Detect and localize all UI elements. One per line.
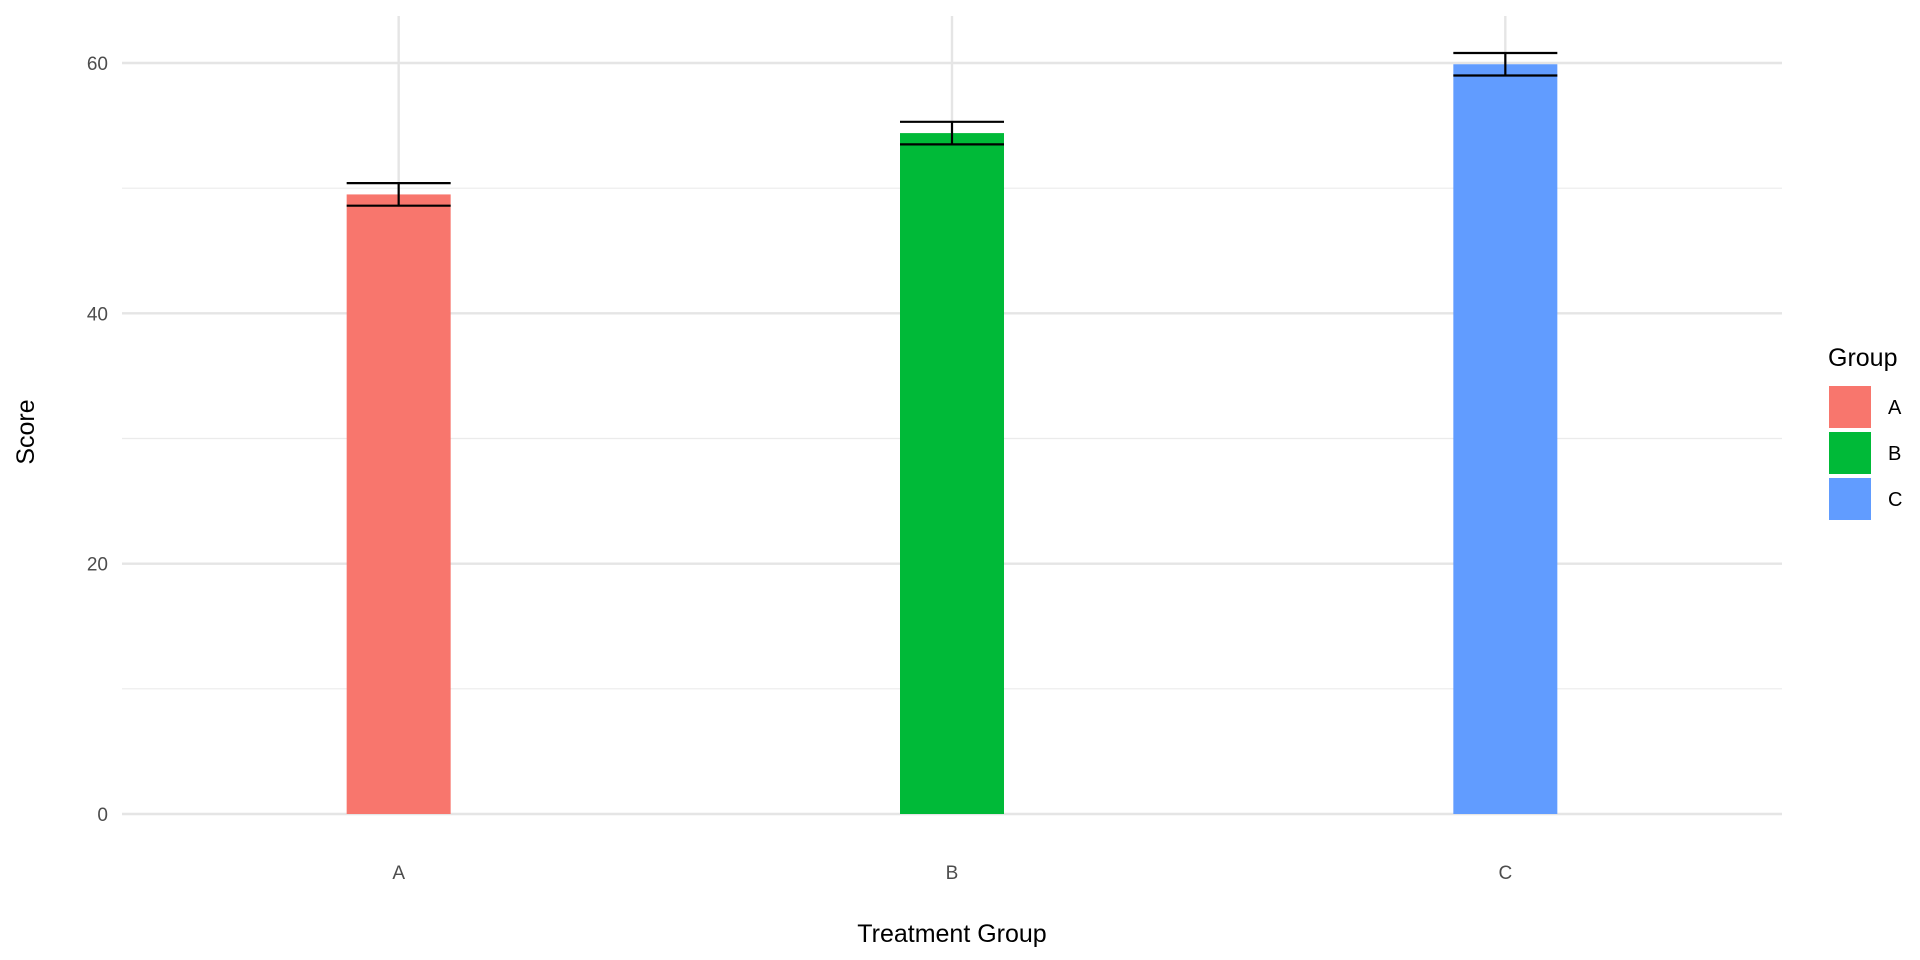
legend-label: C (1888, 489, 1902, 511)
legend-title: Group (1828, 344, 1897, 372)
error-bars (346, 51, 1558, 207)
y-tick-label: 60 (87, 54, 108, 75)
x-tick-label: B (946, 863, 959, 884)
x-tick-label: A (392, 863, 405, 884)
x-axis-title: Treatment Group (857, 920, 1046, 948)
y-tick-label: 40 (87, 304, 108, 325)
legend: Group A B C (1828, 344, 1902, 520)
y-axis-ticks: 0 20 40 60 (87, 54, 108, 826)
x-axis-ticks: A B C (392, 863, 1512, 884)
bar-b (900, 133, 1004, 815)
y-axis-title: Score (12, 399, 40, 464)
bar-c (1453, 64, 1558, 815)
bars (346, 64, 1558, 815)
legend-swatch-a (1829, 386, 1871, 428)
legend-label: B (1888, 443, 1901, 465)
legend-label: A (1888, 397, 1902, 419)
x-tick-label: C (1498, 863, 1512, 884)
y-tick-label: 0 (97, 805, 108, 826)
legend-items: A B C (1829, 386, 1902, 520)
bar-a (346, 194, 451, 815)
legend-swatch-b (1829, 432, 1871, 474)
y-tick-label: 20 (87, 555, 108, 576)
legend-swatch-c (1829, 478, 1871, 520)
